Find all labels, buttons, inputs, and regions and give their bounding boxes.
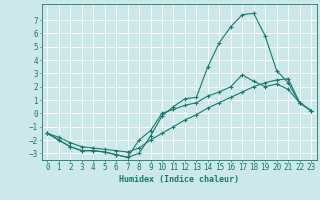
X-axis label: Humidex (Indice chaleur): Humidex (Indice chaleur)	[119, 175, 239, 184]
